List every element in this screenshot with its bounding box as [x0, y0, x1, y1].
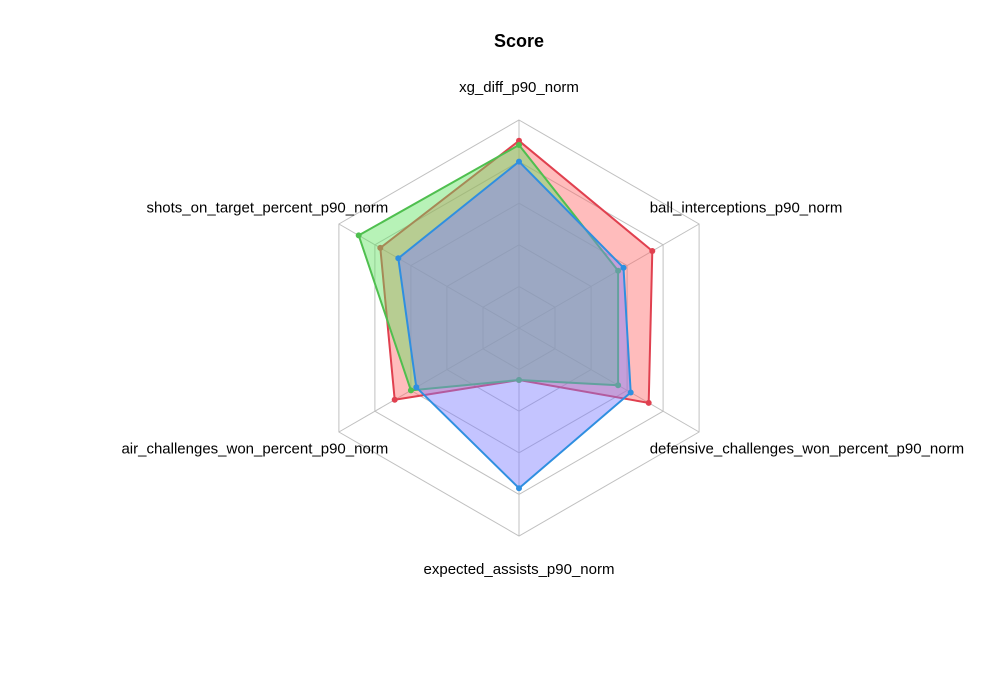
series-3-point-6 [395, 255, 402, 262]
axis-label-1: xg_diff_p90_norm [459, 79, 579, 96]
series-2-point-1 [516, 142, 522, 148]
axis-label-5: air_challenges_won_percent_p90_norm [121, 441, 388, 458]
radar-grid [338, 119, 700, 537]
series-3-point-2 [620, 264, 627, 271]
axis-label-2: ball_interceptions_p90_norm [650, 200, 843, 217]
series-3-point-1 [516, 158, 522, 165]
series-1-point-3 [645, 399, 652, 406]
series-1-point-2 [649, 248, 656, 254]
series-1-point-1 [516, 137, 522, 144]
grid-spoke-5 [338, 327, 520, 433]
axis-label-3: defensive_challenges_won_percent_p90_nor… [650, 441, 964, 458]
series-2-point-4 [516, 377, 522, 383]
axis-labels: xg_diff_p90_norm ball_interceptions_p90_n… [121, 79, 964, 578]
grid-spoke-6 [338, 223, 520, 329]
series-2-point-6 [355, 232, 362, 239]
series-1-point-5 [391, 396, 398, 403]
series-3 [395, 158, 634, 492]
series-layer [355, 137, 656, 492]
series-3-point-4 [516, 485, 522, 492]
series-1-point-6 [377, 244, 384, 251]
series-2-point-2 [615, 267, 622, 274]
chart-title: Score [494, 31, 544, 51]
series-3-point-5 [413, 384, 420, 391]
grid-spoke-3 [518, 327, 700, 433]
axis-label-4: expected_assists_p90_norm [424, 561, 615, 578]
axis-label-6: shots_on_target_percent_p90_norm [146, 200, 388, 217]
series-3-point-3 [627, 389, 634, 396]
series-2-point-3 [615, 382, 622, 389]
series-2-point-5 [407, 387, 414, 394]
grid-spoke-2 [518, 223, 700, 329]
series-2 [355, 142, 622, 394]
